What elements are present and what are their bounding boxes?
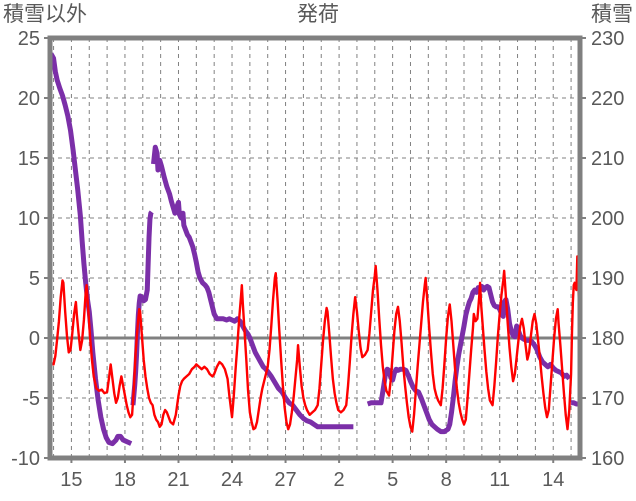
- right-axis-title: 積雪: [591, 3, 633, 26]
- x-axis-label: 5: [387, 469, 398, 491]
- y-axis-label-right: 170: [591, 388, 624, 410]
- x-axis-label: 24: [221, 469, 243, 491]
- tick-labels: 2520151050-5-102302202102001901801701601…: [11, 28, 624, 491]
- y-axis-label-left: 15: [18, 148, 40, 170]
- y-axis-label-right: 230: [591, 28, 624, 50]
- y-axis-label-right: 220: [591, 88, 624, 110]
- x-axis-label: 8: [441, 469, 452, 491]
- y-axis-label-right: 200: [591, 208, 624, 230]
- series-line-snow-other: [151, 144, 354, 430]
- x-axis-label: 15: [60, 469, 82, 491]
- grid-layer: [50, 38, 580, 458]
- x-axis-label: 18: [114, 469, 136, 491]
- y-axis-label-left: -10: [11, 448, 40, 470]
- series-layer: [48, 52, 582, 447]
- y-axis-label-left: 0: [29, 328, 40, 350]
- y-axis-label-left: 5: [29, 268, 40, 290]
- x-axis-label: 27: [274, 469, 296, 491]
- left-axis-title: 積雪以外: [3, 3, 87, 26]
- y-axis-label-left: 10: [18, 208, 40, 230]
- x-axis-label: 2: [334, 469, 345, 491]
- tick-marks: [44, 37, 586, 463]
- x-axis-label: 11: [489, 469, 510, 491]
- y-axis-label-right: 160: [591, 448, 624, 470]
- series-line-snow: [50, 255, 582, 433]
- plot-frame: [47, 35, 583, 461]
- chart-title: 発荷: [297, 3, 339, 26]
- y-axis-label-left: -5: [22, 388, 40, 410]
- series-line-snow-other: [571, 400, 579, 407]
- y-axis-label-right: 190: [591, 268, 624, 290]
- y-axis-label-right: 180: [591, 328, 624, 350]
- y-axis-label-right: 210: [591, 148, 624, 170]
- y-axis-label-left: 20: [18, 88, 40, 110]
- y-axis-label-left: 25: [18, 28, 40, 50]
- plot-border: [47, 35, 583, 461]
- x-axis-label: 21: [167, 469, 189, 491]
- x-axis-label: 14: [542, 469, 564, 491]
